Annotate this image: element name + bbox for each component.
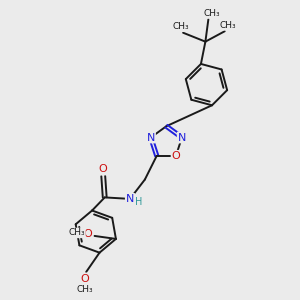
Text: CH₃: CH₃ [219,21,236,30]
Text: CH₃: CH₃ [68,229,85,238]
Text: CH₃: CH₃ [76,285,93,294]
Text: O: O [80,274,89,284]
Text: N: N [126,194,134,204]
Text: N: N [178,133,186,142]
Text: N: N [147,133,155,142]
Text: CH₃: CH₃ [203,9,220,18]
Text: O: O [172,151,180,161]
Text: O: O [84,230,92,239]
Text: CH₃: CH₃ [173,22,189,31]
Text: O: O [99,164,108,175]
Text: H: H [135,197,142,208]
